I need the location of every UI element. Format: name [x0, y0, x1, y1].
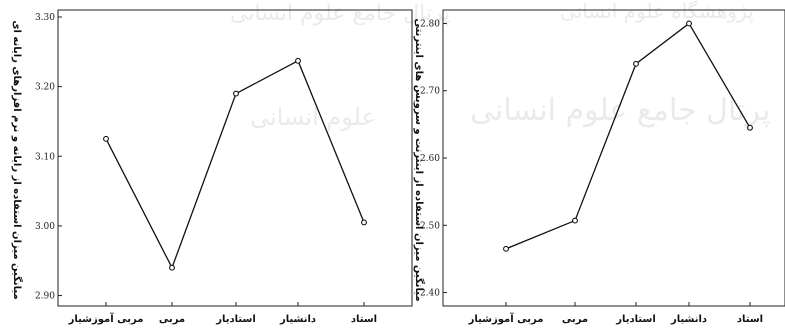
right-y-tick-label: 2.60	[420, 154, 440, 164]
right-category-label: استاد	[737, 314, 763, 325]
left-category-label: دانشیار	[279, 314, 316, 325]
left-data-point	[361, 219, 367, 226]
left-category-label: استاد	[351, 314, 377, 325]
right-plot-frame	[442, 9, 785, 307]
right-category-label: مربی	[562, 314, 588, 325]
svg-text:پرتال جامع علوم انسانی: پرتال جامع علوم انسانی	[470, 93, 770, 128]
left-y-tick-label: 3.00	[35, 222, 55, 232]
right-data-point	[503, 245, 509, 252]
right-category-label: مربی آموزشیار	[468, 312, 544, 325]
svg-text:پرتال جامع علوم انسانی: پرتال جامع علوم انسانی	[230, 1, 450, 26]
left-category-label: استادیار	[215, 314, 256, 325]
left-category-label: مربی آموزشیار	[68, 312, 144, 325]
left-category-label: مربی	[159, 314, 185, 325]
right-series-line	[505, 22, 751, 250]
right-data-point	[633, 60, 639, 67]
right-y-tick-label: 2.70	[420, 87, 440, 97]
left-y-tick-label: 2.90	[35, 292, 55, 302]
left-data-point	[169, 264, 175, 271]
right-y-tick-label: 2.80	[420, 19, 440, 29]
left-y-tick-label: 3.10	[35, 152, 55, 162]
svg-text:علوم انسانی: علوم انسانی	[250, 103, 376, 131]
right-data-point	[572, 217, 578, 224]
left-data-point	[295, 57, 301, 64]
chart-left: 2.90 3.00 3.10 3.20 3.30 مربی آموزشیار مربی است…	[11, 9, 413, 325]
watermark: پرتال جامع علوم انسانی پژوهشگاه علوم انس…	[230, 0, 770, 131]
right-y-tick-label: 2.40	[420, 289, 440, 299]
left-data-point	[103, 135, 109, 142]
right-data-point	[747, 124, 753, 131]
left-y-axis-label: میانگین میزان استفاده از رایانه و نرم اف…	[11, 20, 24, 299]
right-category-label: دانشیار	[670, 314, 707, 325]
left-y-tick-label: 3.30	[35, 13, 55, 23]
svg-text:پژوهشگاه علوم انسانی: پژوهشگاه علوم انسانی	[560, 0, 754, 24]
left-y-tick-label: 3.20	[35, 83, 55, 93]
right-data-point	[686, 20, 692, 27]
right-y-tick-label: 2.50	[420, 221, 440, 231]
chart-right: 2.40 2.50 2.60 2.70 2.80 مربی آموزشیار مربی است…	[413, 9, 785, 325]
right-category-label: استادیار	[615, 314, 656, 325]
left-plot-frame	[57, 9, 413, 307]
right-y-axis-label: میانگین میزان استفاده از اینترنت و سرویس…	[413, 18, 426, 301]
left-data-point	[233, 90, 239, 97]
